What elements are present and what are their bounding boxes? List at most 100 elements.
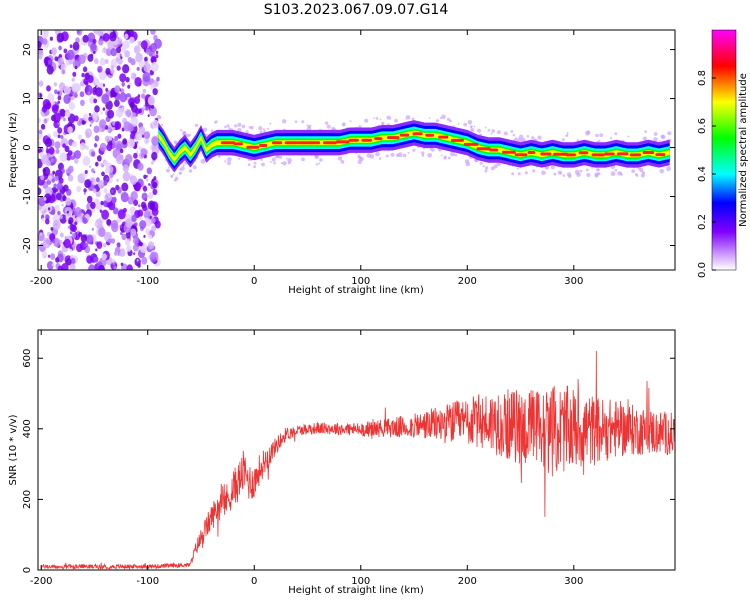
noise-speckle	[63, 48, 68, 54]
halo-speckle	[241, 124, 246, 129]
noise-speckle	[119, 224, 123, 229]
halo-speckle	[224, 125, 227, 129]
noise-speckle	[72, 60, 80, 69]
noise-speckle	[92, 38, 97, 44]
noise-speckle	[121, 47, 126, 53]
noise-speckle	[41, 30, 49, 39]
noise-speckle	[134, 222, 138, 227]
noise-speckle	[60, 135, 64, 139]
noise-speckle	[38, 140, 41, 147]
halo-speckle	[524, 171, 528, 175]
noise-speckle	[82, 113, 89, 122]
noise-speckle	[120, 262, 124, 266]
x-tick-label: 0	[251, 576, 257, 587]
noise-speckle	[56, 32, 65, 43]
noise-speckle	[50, 158, 54, 163]
noise-speckle	[152, 188, 158, 195]
noise-speckle	[38, 129, 43, 135]
noise-speckle	[139, 220, 147, 230]
noise-speckle	[63, 85, 71, 95]
noise-speckle	[98, 227, 106, 238]
halo-speckle	[160, 123, 164, 127]
noise-speckle	[134, 257, 141, 267]
noise-speckle	[39, 151, 44, 158]
halo-speckle	[412, 148, 416, 152]
noise-speckle	[69, 44, 73, 49]
x-tick-label: 100	[351, 576, 370, 587]
noise-speckle	[154, 220, 161, 229]
noise-speckle	[140, 40, 148, 50]
halo-speckle	[440, 154, 443, 157]
halo-speckle	[258, 126, 263, 131]
noise-speckle	[147, 192, 154, 199]
noise-speckle	[47, 133, 51, 137]
figure-title: S103.2023.067.09.07.G14	[264, 2, 449, 18]
halo-speckle	[278, 155, 283, 159]
halo-speckle	[550, 165, 555, 170]
noise-speckle	[74, 221, 78, 226]
halo-speckle	[188, 169, 193, 173]
noise-speckle	[99, 82, 104, 87]
noise-speckle	[86, 195, 93, 204]
noise-speckle	[92, 181, 96, 185]
x-tick-label: 200	[458, 276, 477, 287]
halo-speckle	[427, 153, 433, 158]
halo-speckle	[450, 151, 455, 157]
spectrogram-x-axis-label: Height of straight line (km)	[288, 285, 424, 296]
halo-speckle	[227, 161, 231, 166]
noise-speckle	[136, 259, 139, 262]
noise-speckle	[82, 34, 89, 43]
halo-speckle	[358, 156, 362, 160]
halo-speckle	[526, 135, 530, 138]
halo-speckle	[379, 118, 382, 121]
noise-speckle	[38, 117, 41, 124]
colorbar-ticks: 0.0 0.2 0.4 0.6 0.8	[697, 70, 716, 278]
halo-speckle	[192, 165, 197, 170]
noise-speckle	[90, 120, 94, 124]
noise-speckle	[77, 134, 82, 140]
noise-speckle	[42, 99, 51, 109]
noise-speckle	[52, 239, 55, 244]
halo-speckle	[247, 163, 251, 167]
halo-speckle	[565, 134, 569, 137]
noise-speckle	[136, 66, 140, 71]
noise-speckle	[101, 171, 105, 177]
noise-speckle	[80, 234, 88, 243]
halo-speckle	[553, 172, 557, 176]
noise-speckle	[113, 265, 117, 270]
noise-speckle	[74, 158, 79, 164]
noise-speckle	[110, 48, 117, 57]
noise-speckle	[99, 142, 107, 152]
halo-speckle	[373, 117, 376, 120]
halo-speckle	[386, 115, 391, 120]
noise-speckle	[63, 94, 71, 104]
halo-speckle	[171, 174, 174, 177]
noise-speckle	[121, 106, 125, 111]
noise-speckle	[46, 261, 54, 270]
halo-speckle	[262, 128, 265, 131]
halo-speckle	[653, 132, 658, 136]
halo-speckle	[180, 166, 185, 171]
noise-speckle	[72, 41, 80, 51]
noise-speckle	[82, 156, 91, 166]
halo-speckle	[541, 170, 546, 176]
noise-speckle	[41, 250, 48, 259]
snr-axes: -200 -100 0 100 200 300 0 200 400 600	[22, 330, 675, 587]
noise-speckle	[139, 216, 143, 221]
noise-speckle	[124, 33, 129, 39]
noise-speckle	[59, 240, 63, 244]
halo-speckle	[598, 139, 601, 142]
halo-speckle	[614, 132, 618, 136]
noise-speckle	[66, 258, 72, 266]
noise-speckle	[90, 201, 96, 209]
noise-speckle	[104, 192, 112, 203]
noise-speckle	[48, 147, 55, 155]
halo-speckle	[479, 161, 483, 165]
halo-speckle	[470, 127, 475, 133]
noise-speckle	[152, 88, 158, 96]
noise-speckle	[130, 73, 133, 77]
noise-speckle	[95, 218, 103, 229]
noise-speckle	[46, 117, 50, 121]
halo-speckle	[266, 127, 269, 130]
noise-speckle	[53, 189, 56, 193]
